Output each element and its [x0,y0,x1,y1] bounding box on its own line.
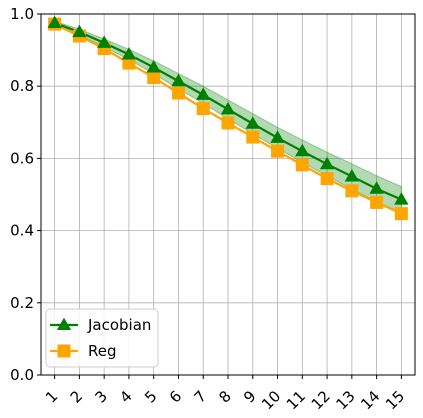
reg-point-7 [196,102,210,116]
jacobian-point-5 [146,60,161,73]
jacobian-point-4 [121,47,137,60]
legend-jacobian-marker [56,317,72,331]
jacobian-point-6 [171,73,186,87]
legend-reg-label: Reg [88,342,117,360]
jacobian-point-1 [47,15,62,29]
reg-point-10 [271,144,285,158]
y-tick-label-2: 0.4 [10,222,34,240]
jacobian-point-9 [245,116,260,129]
y-tick-label-4: 0.8 [10,77,34,95]
reg-point-15 [394,207,408,221]
series-markers [47,15,409,221]
reg-point-9 [246,130,260,144]
jacobian-point-14 [369,181,384,194]
y-axis-ticks: 0.0 0.2 0.4 0.6 0.8 1.0 [10,5,41,384]
jacobian-point-11 [295,143,310,157]
reg-point-14 [370,195,384,209]
jacobian-point-8 [220,101,236,115]
y-tick-label-5: 1.0 [10,5,34,23]
y-tick-label-3: 0.6 [10,149,34,167]
reg-point-13 [345,184,359,198]
reg-point-5 [147,71,161,85]
jacobian-point-13 [344,169,359,182]
y-tick-label-1: 0.2 [10,294,34,312]
legend-box [45,308,159,368]
jacobian-point-7 [196,87,211,100]
jacobian-point-15 [394,192,409,205]
legend-reg-marker [57,344,71,358]
legend-jacobian-label: Jacobian [87,316,151,334]
legend: Jacobian Reg [45,308,159,368]
jacobian-point-10 [270,130,285,143]
reg-point-11 [295,158,309,172]
reg-point-6 [171,86,185,100]
jacobian-point-3 [97,35,112,48]
reg-point-8 [221,116,235,130]
jacobian-point-12 [319,156,335,170]
reg-point-4 [122,56,136,70]
reg-point-12 [320,172,334,186]
y-tick-label-0: 0.0 [10,366,34,384]
jacobian-point-2 [72,24,87,38]
